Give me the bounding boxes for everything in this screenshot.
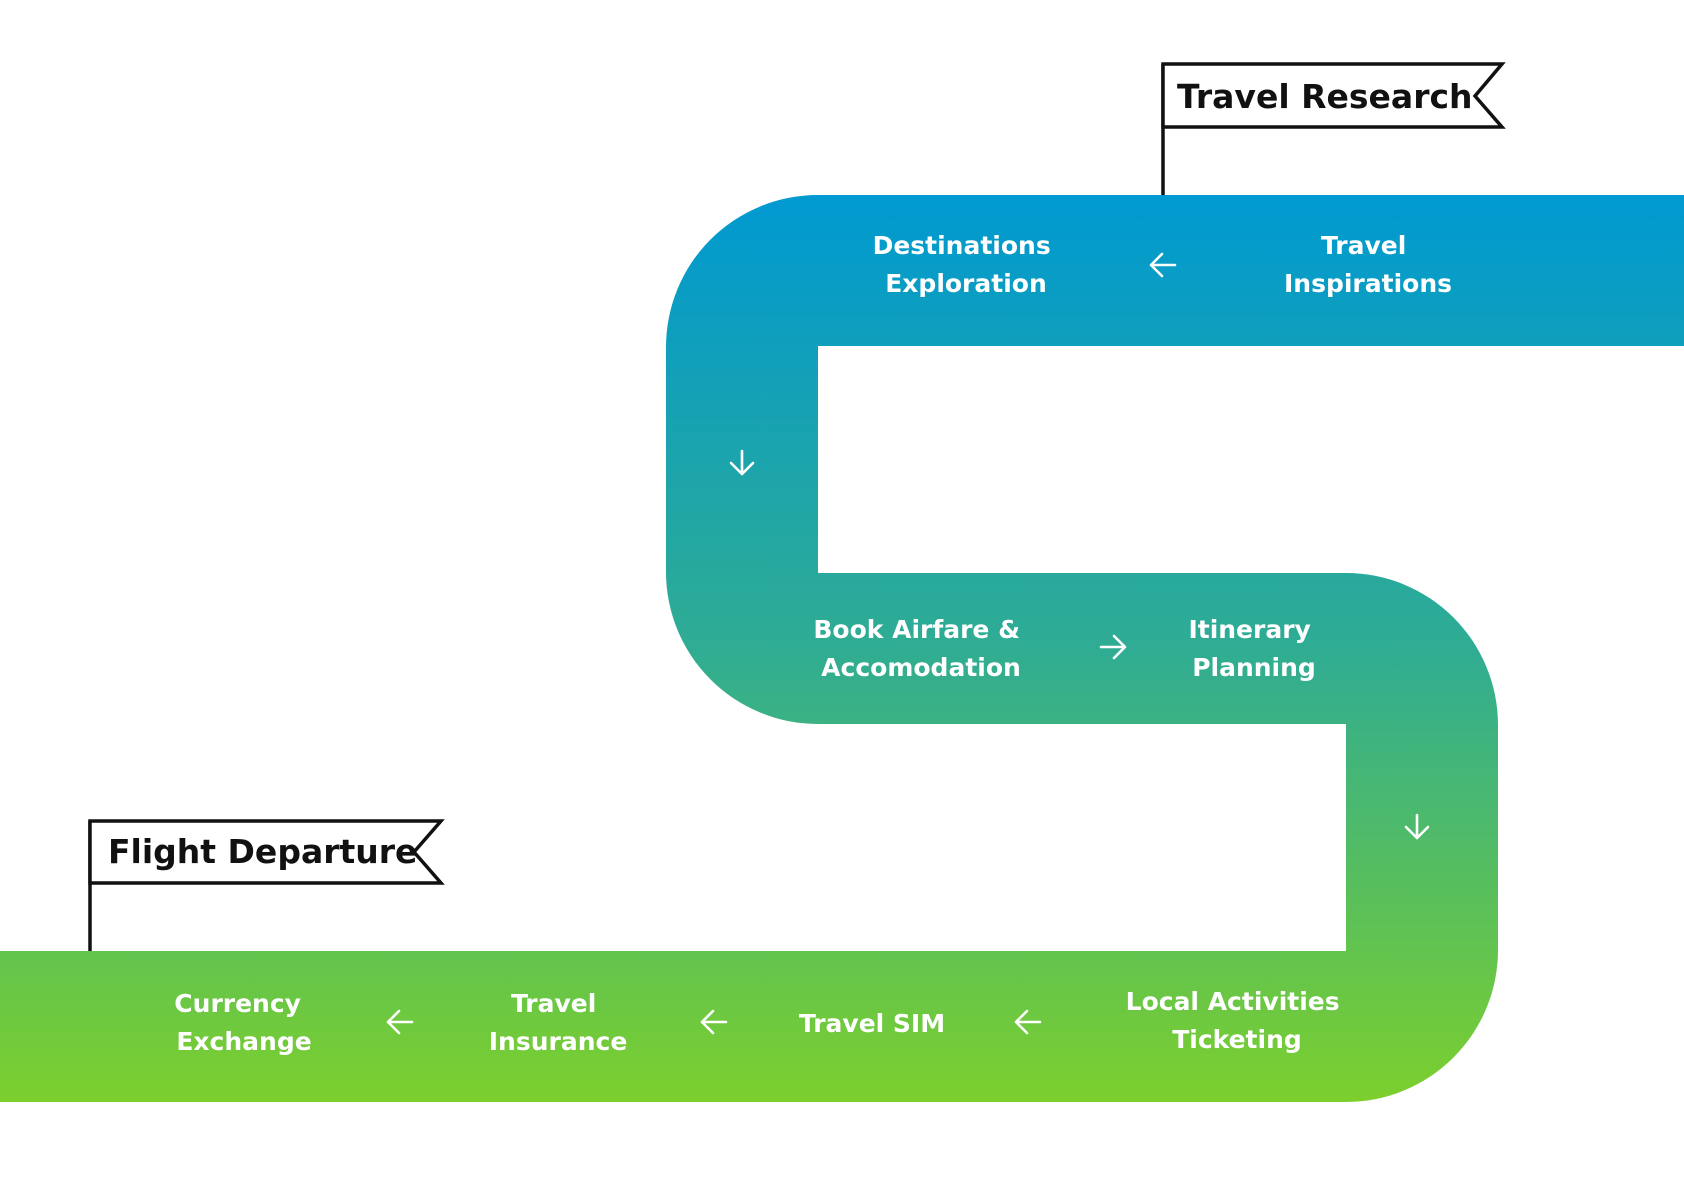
direction-arrows (386, 252, 1430, 1035)
step-label-line: Insurance (489, 1027, 628, 1056)
step-label-line: Local Activities (1126, 987, 1340, 1016)
step-book-airfare-accomodation: Book Airfare & Accomodation (813, 615, 1028, 682)
step-travel-sim: Travel SIM (799, 1009, 945, 1038)
arrow-right-icon (1099, 634, 1127, 660)
step-currency-exchange: Currency Exchange (174, 989, 311, 1056)
step-label-line: Travel (1321, 231, 1406, 260)
end-flag-label: Flight Departure (108, 832, 417, 871)
arrow-left-icon (1014, 1009, 1042, 1035)
step-label-line: Ticketing (1172, 1025, 1302, 1054)
step-label-line: Travel SIM (799, 1009, 945, 1038)
arrow-left-icon (386, 1009, 414, 1035)
start-flag-banner (1161, 62, 1506, 129)
winding-road (0, 195, 1684, 1102)
arrow-left-icon (1149, 252, 1177, 278)
arrow-down-icon (1404, 813, 1430, 840)
step-label-line: Destinations (873, 231, 1051, 260)
step-label-line: Inspirations (1284, 269, 1452, 298)
step-destinations-exploration: Destinations Exploration (873, 231, 1060, 298)
step-local-activities-ticketing: Local Activities Ticketing (1126, 987, 1349, 1054)
step-label-line: Travel (511, 989, 596, 1018)
step-travel-inspirations: Travel Inspirations (1284, 231, 1452, 298)
step-label-line: Book Airfare & (813, 615, 1020, 644)
step-label-line: Itinerary (1188, 615, 1310, 644)
step-label-line: Planning (1192, 653, 1316, 682)
arrow-left-icon (700, 1009, 728, 1035)
step-label-line: Exchange (176, 1027, 311, 1056)
step-label-line: Exploration (885, 269, 1047, 298)
step-travel-insurance: Travel Insurance (489, 989, 628, 1056)
step-itinerary-planning: Itinerary Planning (1188, 615, 1319, 682)
step-label-line: Accomodation (821, 653, 1021, 682)
start-flag: Travel Research (1161, 62, 1506, 195)
start-flag-label: Travel Research (1177, 77, 1473, 116)
arrow-down-icon (729, 449, 755, 476)
step-labels: Travel Inspirations Destinations Explora… (174, 231, 1452, 1056)
end-flag-banner (88, 819, 445, 885)
step-label-line: Currency (174, 989, 301, 1018)
end-flag: Flight Departure (88, 819, 445, 951)
